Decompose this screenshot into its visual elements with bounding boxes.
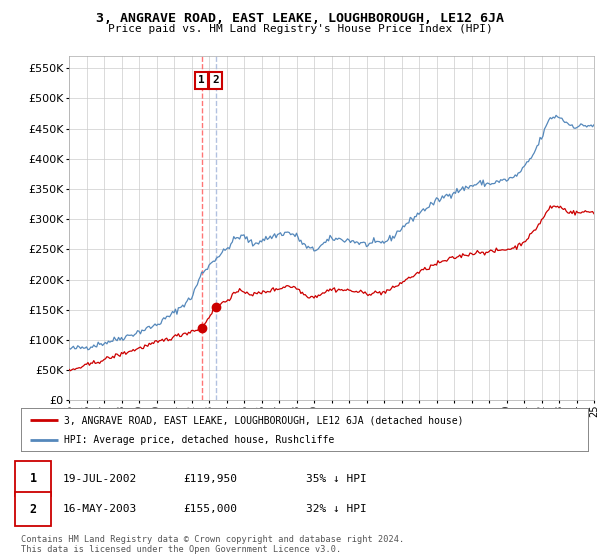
Text: 2: 2 bbox=[212, 75, 219, 85]
Text: £155,000: £155,000 bbox=[183, 505, 237, 514]
Text: Contains HM Land Registry data © Crown copyright and database right 2024.: Contains HM Land Registry data © Crown c… bbox=[21, 535, 404, 544]
Text: 1: 1 bbox=[29, 472, 37, 485]
Text: 19-JUL-2002: 19-JUL-2002 bbox=[63, 474, 137, 483]
Text: 35% ↓ HPI: 35% ↓ HPI bbox=[306, 474, 367, 483]
Text: 2: 2 bbox=[29, 503, 37, 516]
Text: 16-MAY-2003: 16-MAY-2003 bbox=[63, 505, 137, 514]
Text: This data is licensed under the Open Government Licence v3.0.: This data is licensed under the Open Gov… bbox=[21, 545, 341, 554]
Text: Price paid vs. HM Land Registry's House Price Index (HPI): Price paid vs. HM Land Registry's House … bbox=[107, 24, 493, 34]
Text: £119,950: £119,950 bbox=[183, 474, 237, 483]
Text: 3, ANGRAVE ROAD, EAST LEAKE, LOUGHBOROUGH, LE12 6JA (detached house): 3, ANGRAVE ROAD, EAST LEAKE, LOUGHBOROUG… bbox=[64, 415, 463, 425]
Text: HPI: Average price, detached house, Rushcliffe: HPI: Average price, detached house, Rush… bbox=[64, 435, 334, 445]
Text: 32% ↓ HPI: 32% ↓ HPI bbox=[306, 505, 367, 514]
Text: 1: 1 bbox=[199, 75, 205, 85]
Text: 3, ANGRAVE ROAD, EAST LEAKE, LOUGHBOROUGH, LE12 6JA: 3, ANGRAVE ROAD, EAST LEAKE, LOUGHBOROUG… bbox=[96, 12, 504, 25]
